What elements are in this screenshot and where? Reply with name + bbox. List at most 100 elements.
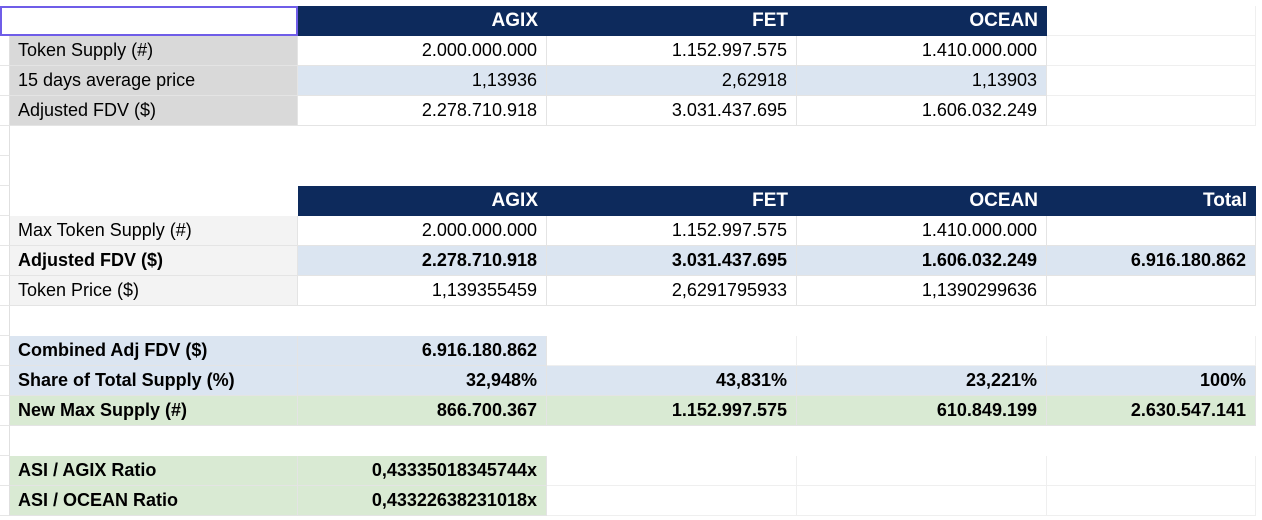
cell-token-price-fet[interactable]: 2,6291795933	[547, 276, 797, 306]
table1-row-token-supply: Token Supply (#) 2.000.000.000 1.152.997…	[0, 36, 1256, 66]
cell-max-supply-fet[interactable]: 1.152.997.575	[547, 216, 797, 246]
row-gutter	[0, 186, 10, 216]
empty-row	[0, 426, 1256, 456]
table2-header-fet[interactable]: FET	[547, 186, 797, 216]
cell-adjusted-fdv2-ocean[interactable]: 1.606.032.249	[797, 246, 1047, 276]
empty-cell[interactable]	[1047, 36, 1256, 66]
row-gutter	[0, 66, 10, 96]
cell-new-max-ocean[interactable]: 610.849.199	[797, 396, 1047, 426]
empty-cell[interactable]	[10, 306, 1256, 336]
empty-cell[interactable]	[1047, 6, 1256, 36]
row-label-combined-fdv[interactable]: Combined Adj FDV ($)	[10, 336, 298, 366]
empty-cell[interactable]	[10, 186, 298, 216]
table2-header-total[interactable]: Total	[1047, 186, 1256, 216]
cell-max-supply-agix[interactable]: 2.000.000.000	[298, 216, 547, 246]
cell-max-supply-ocean[interactable]: 1.410.000.000	[797, 216, 1047, 246]
empty-cell[interactable]	[10, 156, 1256, 186]
row-gutter	[0, 336, 10, 366]
row-gutter	[0, 96, 10, 126]
empty-row	[0, 126, 1256, 156]
row-gutter	[0, 36, 10, 66]
cell-combined-fdv-value[interactable]: 6.916.180.862	[298, 336, 547, 366]
table1-header-fet[interactable]: FET	[547, 6, 797, 36]
table1-row-avg-price: 15 days average price 1,13936 2,62918 1,…	[0, 66, 1256, 96]
table1-header-ocean[interactable]: OCEAN	[797, 6, 1047, 36]
cell-new-max-fet[interactable]: 1.152.997.575	[547, 396, 797, 426]
cell-share-ocean[interactable]: 23,221%	[797, 366, 1047, 396]
summary-row-new-max: New Max Supply (#) 866.700.367 1.152.997…	[0, 396, 1256, 426]
row-label-avg-price[interactable]: 15 days average price	[10, 66, 298, 96]
cell-adjusted-fdv-agix[interactable]: 2.278.710.918	[298, 96, 547, 126]
row-label-asi-ocean-ratio[interactable]: ASI / OCEAN Ratio	[10, 486, 298, 516]
row-label-share[interactable]: Share of Total Supply (%)	[10, 366, 298, 396]
cell-token-price-total[interactable]	[1047, 276, 1256, 306]
empty-cell[interactable]	[797, 486, 1047, 516]
cell-token-supply-agix[interactable]: 2.000.000.000	[298, 36, 547, 66]
empty-row	[0, 156, 1256, 186]
cell-avg-price-ocean[interactable]: 1,13903	[797, 66, 1047, 96]
table1-row-adjusted-fdv: Adjusted FDV ($) 2.278.710.918 3.031.437…	[0, 96, 1256, 126]
row-gutter	[0, 156, 10, 186]
empty-cell[interactable]	[797, 336, 1047, 366]
empty-cell[interactable]	[10, 126, 1256, 156]
cell-token-price-ocean[interactable]: 1,1390299636	[797, 276, 1047, 306]
cell-avg-price-agix[interactable]: 1,13936	[298, 66, 547, 96]
cell-share-agix[interactable]: 32,948%	[298, 366, 547, 396]
row-label-asi-agix-ratio[interactable]: ASI / AGIX Ratio	[10, 456, 298, 486]
empty-cell[interactable]	[547, 456, 797, 486]
row-gutter	[0, 246, 10, 276]
row-gutter	[0, 456, 10, 486]
empty-cell[interactable]	[547, 336, 797, 366]
empty-cell[interactable]	[1047, 66, 1256, 96]
row-gutter	[0, 426, 10, 456]
empty-cell[interactable]	[1047, 96, 1256, 126]
cell-adjusted-fdv-ocean[interactable]: 1.606.032.249	[797, 96, 1047, 126]
empty-row	[0, 306, 1256, 336]
table2-row-token-price: Token Price ($) 1,139355459 2,6291795933…	[0, 276, 1256, 306]
selected-cell[interactable]	[0, 6, 298, 36]
row-gutter	[0, 126, 10, 156]
cell-asi-agix-ratio[interactable]: 0,43335018345744x	[298, 456, 547, 486]
row-gutter	[0, 366, 10, 396]
cell-max-supply-total[interactable]	[1047, 216, 1256, 246]
row-label-token-supply[interactable]: Token Supply (#)	[10, 36, 298, 66]
row-gutter	[0, 396, 10, 426]
cell-adjusted-fdv-fet[interactable]: 3.031.437.695	[547, 96, 797, 126]
cell-token-price-agix[interactable]: 1,139355459	[298, 276, 547, 306]
cell-avg-price-fet[interactable]: 2,62918	[547, 66, 797, 96]
empty-cell[interactable]	[797, 456, 1047, 486]
cell-new-max-agix[interactable]: 866.700.367	[298, 396, 547, 426]
row-label-max-supply[interactable]: Max Token Supply (#)	[10, 216, 298, 246]
cell-new-max-total[interactable]: 2.630.547.141	[1047, 396, 1256, 426]
cell-adjusted-fdv2-agix[interactable]: 2.278.710.918	[298, 246, 547, 276]
summary-row-combined-fdv: Combined Adj FDV ($) 6.916.180.862	[0, 336, 1256, 366]
row-label-adjusted-fdv[interactable]: Adjusted FDV ($)	[10, 96, 298, 126]
row-label-new-max[interactable]: New Max Supply (#)	[10, 396, 298, 426]
row-gutter	[0, 486, 10, 516]
cell-asi-ocean-ratio[interactable]: 0,43322638231018x	[298, 486, 547, 516]
row-gutter	[0, 306, 10, 336]
cell-share-fet[interactable]: 43,831%	[547, 366, 797, 396]
row-label-adjusted-fdv2[interactable]: Adjusted FDV ($)	[10, 246, 298, 276]
empty-cell[interactable]	[1047, 336, 1256, 366]
cell-share-total[interactable]: 100%	[1047, 366, 1256, 396]
table2-header-row: AGIX FET OCEAN Total	[0, 186, 1256, 216]
row-label-token-price[interactable]: Token Price ($)	[10, 276, 298, 306]
empty-cell[interactable]	[1047, 486, 1256, 516]
table1-header-agix[interactable]: AGIX	[298, 6, 547, 36]
empty-cell[interactable]	[1047, 456, 1256, 486]
ratio-row-agix: ASI / AGIX Ratio 0,43335018345744x	[0, 456, 1256, 486]
row-gutter	[0, 216, 10, 246]
empty-cell[interactable]	[10, 426, 1256, 456]
cell-adjusted-fdv2-fet[interactable]: 3.031.437.695	[547, 246, 797, 276]
table2-header-ocean[interactable]: OCEAN	[797, 186, 1047, 216]
table1-header-row: AGIX FET OCEAN	[0, 6, 1256, 36]
cell-adjusted-fdv2-total[interactable]: 6.916.180.862	[1047, 246, 1256, 276]
empty-cell[interactable]	[547, 486, 797, 516]
cell-token-supply-ocean[interactable]: 1.410.000.000	[797, 36, 1047, 66]
table2-header-agix[interactable]: AGIX	[298, 186, 547, 216]
ratio-row-ocean: ASI / OCEAN Ratio 0,43322638231018x	[0, 486, 1256, 516]
cell-token-supply-fet[interactable]: 1.152.997.575	[547, 36, 797, 66]
row-gutter	[0, 276, 10, 306]
